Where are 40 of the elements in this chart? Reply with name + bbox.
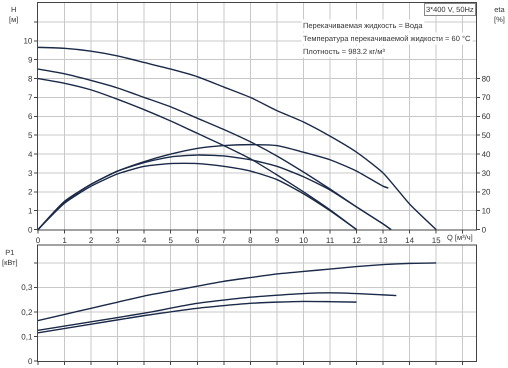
y-tick-label: 0,1 [21, 332, 33, 342]
y2-tick-label: 80 [482, 74, 492, 84]
y-tick-label: 0,3 [21, 283, 33, 292]
x-tick-label: 0 [36, 236, 41, 246]
x-tick-label: 14 [405, 236, 415, 246]
y-tick-label: 7 [28, 93, 33, 102]
x-tick-label: 6 [195, 236, 200, 246]
x-tick-label: 15 [432, 236, 442, 246]
y2-tick-label: 60 [482, 112, 492, 122]
x-tick-label: 11 [326, 236, 335, 246]
x-tick-label: 7 [222, 236, 227, 246]
x-tick-label: 12 [352, 236, 362, 246]
x-tick-label: 13 [378, 236, 388, 246]
y-tick-label: 3 [28, 168, 33, 178]
x-tick-label: 2 [88, 236, 94, 246]
y-tick-label: 0,2 [21, 308, 33, 317]
y2-tick-label: 20 [482, 188, 492, 197]
y2-tick-label: 30 [482, 168, 492, 178]
y-tick-label: 5 [28, 130, 33, 140]
y-tick-label: 10 [23, 36, 33, 46]
x-tick-label: 9 [274, 236, 280, 246]
x-tick-label: 1 [62, 236, 68, 246]
y2-tick-label: 10 [482, 206, 492, 216]
y-tick-label: 9 [28, 55, 33, 64]
y-tick-label: 2 [28, 188, 33, 197]
x-tick-label: 10 [298, 236, 308, 246]
y-tick-label: 0 [28, 225, 33, 234]
x-tick-label: 5 [168, 236, 174, 246]
y2-tick-label: 0 [482, 225, 487, 234]
y-tick-label: 1 [28, 206, 33, 216]
x-tick-label: 4 [142, 236, 147, 246]
y2-tick-label: 70 [482, 93, 492, 102]
y2-tick-label: 40 [482, 150, 492, 159]
y-tick-label: 0 [28, 356, 33, 366]
x-tick-label: 8 [248, 236, 254, 246]
y2-tick-label: 50 [482, 130, 492, 140]
y-tick-label: 8 [28, 74, 33, 84]
y-tick-label: 4 [28, 150, 33, 159]
y-tick-label: 6 [28, 112, 33, 122]
x-tick-label: 3 [115, 236, 120, 246]
